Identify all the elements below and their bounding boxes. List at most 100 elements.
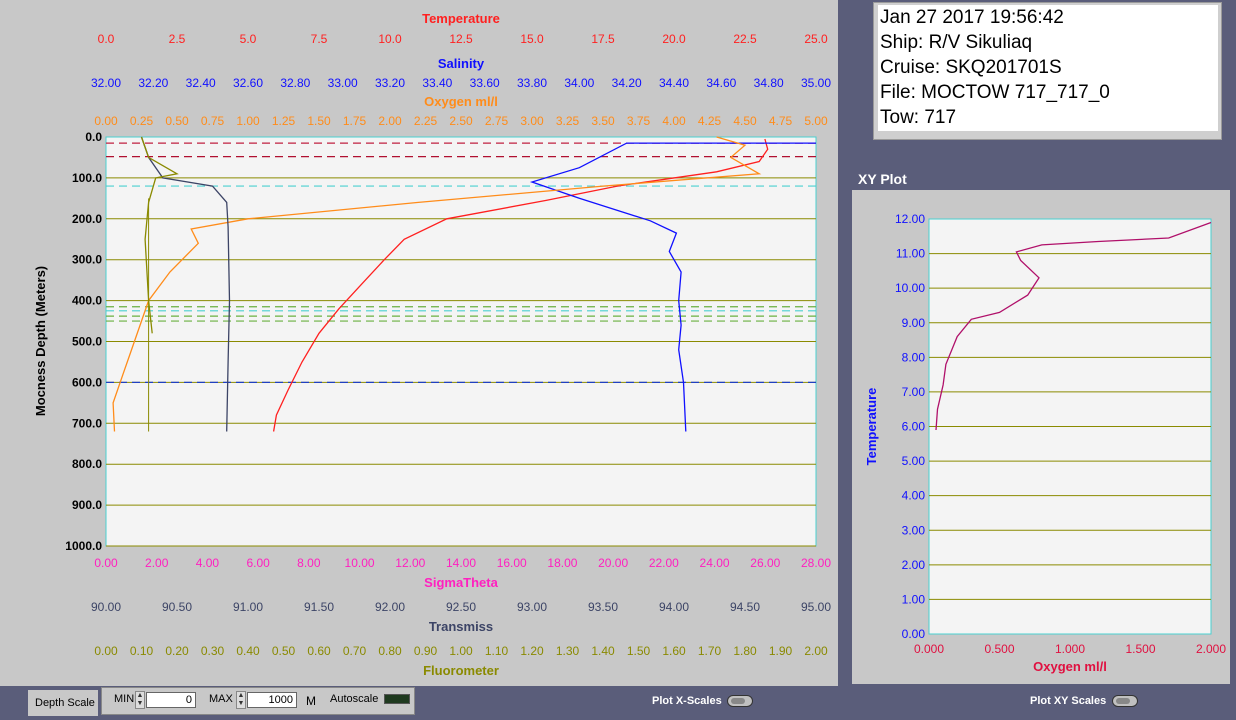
bottom-axis-tick-label: 12.00 [395, 556, 425, 570]
bottom-axis-title: Transmiss [429, 619, 493, 634]
xy-y-tick-label: 2.00 [902, 558, 926, 572]
top-axis-title: Salinity [438, 56, 485, 71]
top-axis-tick-label: 22.5 [733, 32, 757, 46]
top-axis-tick-label: 34.00 [564, 76, 594, 90]
top-axis-tick-label: 34.60 [706, 76, 736, 90]
main-depth-profile-chart: 0.0 100.0 200.0 300.0 400.0 500.0 600.0 700.0 80… [33, 11, 831, 678]
xy-y-tick-label: 6.00 [902, 420, 926, 434]
xy-y-tick-label: 9.00 [902, 316, 926, 330]
y-tick-label: 0.0 [85, 130, 102, 144]
min-spinner[interactable]: ▲ ▼ [135, 691, 145, 709]
top-axis-tick-label: 1.75 [343, 114, 367, 128]
top-axis-tick-label: 2.75 [485, 114, 509, 128]
bottom-axis-tick-label: 94.50 [730, 600, 760, 614]
y-tick-label: 100.0 [72, 171, 102, 185]
bottom-axis-tick-label: 91.00 [233, 600, 263, 614]
bottom-axis-tick-label: 0.60 [307, 644, 331, 658]
main-plot-panel: 0.0 100.0 200.0 300.0 400.0 500.0 600.0 700.0 80… [0, 0, 838, 686]
top-axis-title: Temperature [422, 11, 500, 26]
top-axis-tick-label: 34.80 [754, 76, 784, 90]
xy-y-tick-label: 7.00 [902, 385, 926, 399]
bottom-axis-tick-label: 1.00 [449, 644, 473, 658]
bottom-axis-tick-label: 0.80 [378, 644, 402, 658]
top-axis-tick-label: 0.25 [130, 114, 154, 128]
max-depth-input[interactable]: 1000 [247, 692, 297, 708]
bottom-axis-tick-label: 90.50 [162, 600, 192, 614]
top-axis-tick-label: 34.20 [612, 76, 642, 90]
top-axis-tick-label: 33.80 [517, 76, 547, 90]
top-axis-tick-label: 1.00 [236, 114, 260, 128]
xy-y-tick-label: 10.00 [895, 281, 925, 295]
depth-scale-label: Depth Scale [35, 697, 95, 709]
xy-y-tick-label: 12.00 [895, 212, 925, 226]
plot-xy-scales-toggle[interactable] [1112, 695, 1138, 707]
bottom-axis-tick-label: 1.90 [769, 644, 793, 658]
top-axis-tick-label: 32.40 [186, 76, 216, 90]
y-tick-label: 900.0 [72, 498, 102, 512]
bottom-axis-tick-label: 1.20 [520, 644, 544, 658]
xy-y-tick-label: 11.00 [896, 247, 925, 261]
bottom-axis-tick-label: 0.30 [201, 644, 225, 658]
min-depth-input[interactable]: 0 [146, 692, 196, 708]
y-tick-label: 800.0 [72, 457, 102, 471]
series-line-fluorometer [140, 136, 179, 334]
unit-label: M [306, 694, 316, 708]
bottom-axis-tick-label: 1.50 [627, 644, 651, 658]
top-axis-tick-label: 33.40 [422, 76, 452, 90]
top-axis-tick-label: 32.20 [138, 76, 168, 90]
series-line-salinity [529, 142, 816, 432]
xy-y-tick-label: 3.00 [902, 523, 926, 537]
series-line-oxygen-ml-l [112, 136, 762, 432]
xy-y-tick-label: 4.00 [902, 489, 926, 503]
bottom-axis-tick-label: 0.20 [165, 644, 189, 658]
y-tick-label: 400.0 [72, 294, 102, 308]
info-datetime: Jan 27 2017 19:56:42 [880, 7, 1064, 28]
bottom-axis-tick-label: 0.40 [236, 644, 260, 658]
top-axis-tick-label: 33.20 [375, 76, 405, 90]
xy-x-axis-label: Oxygen ml/l [1033, 659, 1107, 674]
bottom-axis-tick-label: 94.00 [659, 600, 689, 614]
min-label: MIN [114, 693, 135, 705]
y-tick-label: 700.0 [72, 416, 102, 430]
top-axis-tick-label: 17.5 [591, 32, 615, 46]
top-axis-tick-label: 25.0 [804, 32, 828, 46]
top-axis-tick-label: 0.00 [94, 114, 118, 128]
top-axis-tick-label: 12.5 [449, 32, 473, 46]
bottom-axis-tick-label: 26.00 [750, 556, 780, 570]
bottom-axis-tick-label: 18.00 [547, 556, 577, 570]
top-axis-tick-label: 4.75 [769, 114, 793, 128]
bottom-axis-tick-label: 0.50 [272, 644, 296, 658]
top-axis-tick-label: 33.00 [328, 76, 358, 90]
bottom-axis-tick-label: 14.00 [446, 556, 476, 570]
bottom-axis-tick-label: 92.50 [446, 600, 476, 614]
top-axis-tick-label: 4.50 [733, 114, 757, 128]
top-axis-tick-label: 3.75 [627, 114, 651, 128]
top-axis-tick-label: 0.50 [165, 114, 189, 128]
top-axis-tick-label: 3.00 [520, 114, 544, 128]
bottom-axis-tick-label: 0.70 [343, 644, 367, 658]
top-axis-tick-label: 35.00 [801, 76, 831, 90]
info-textbox: Jan 27 2017 19:56:42 Ship: R/V Sikuliaq … [878, 5, 1218, 131]
top-axis-tick-label: 20.0 [662, 32, 686, 46]
bottom-axis-tick-label: 16.00 [497, 556, 527, 570]
bottom-axis-title: SigmaTheta [424, 575, 498, 590]
autoscale-led-button[interactable] [384, 694, 410, 704]
bottom-axis-tick-label: 28.00 [801, 556, 831, 570]
top-axis-tick-label: 5.0 [240, 32, 257, 46]
bottom-axis-tick-label: 2.00 [804, 644, 828, 658]
y-tick-label: 200.0 [72, 212, 102, 226]
max-spinner[interactable]: ▲ ▼ [236, 691, 246, 709]
top-axis-tick-label: 1.50 [307, 114, 331, 128]
top-axis-tick-label: 1.25 [272, 114, 296, 128]
top-axis-tick-label: 7.5 [311, 32, 328, 46]
bottom-axis-tick-label: 1.30 [556, 644, 580, 658]
top-axis-tick-label: 2.5 [169, 32, 186, 46]
bottom-axis-tick-label: 8.00 [297, 556, 321, 570]
info-ship: Ship: R/V Sikuliaq [880, 32, 1033, 53]
max-label: MAX [209, 693, 233, 705]
xy-x-tick-label: 1.500 [1125, 642, 1155, 656]
y-tick-label: 1000.0 [65, 539, 102, 553]
plot-x-scales-toggle[interactable] [727, 695, 753, 707]
plot-xy-scales-label: Plot XY Scales [1030, 695, 1107, 707]
xy-plot-chart: 0.00 1.00 2.00 3.00 4.00 5.00 6.00 7.00 8.00 9.00… [864, 212, 1226, 674]
